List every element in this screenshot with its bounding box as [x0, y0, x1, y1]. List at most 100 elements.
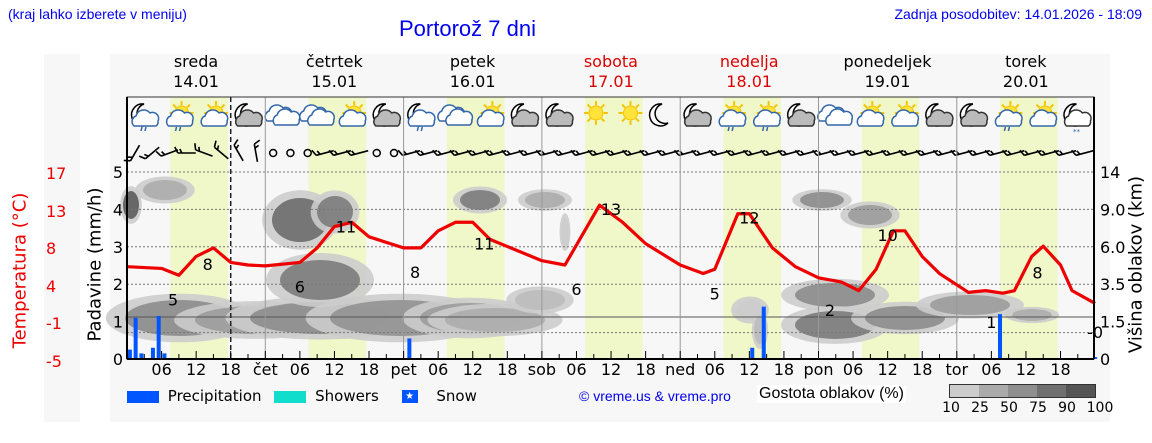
- moon-cloud-icon: [925, 103, 954, 127]
- temperature-tick: 17: [46, 164, 67, 183]
- svg-text:**: **: [1073, 128, 1081, 136]
- svg-text:5: 5: [168, 290, 178, 309]
- svg-text:3: 3: [113, 238, 123, 257]
- temperature-tick: -1: [46, 314, 62, 333]
- day-header: ponedeljek 19.01: [843, 52, 932, 91]
- svg-text:3.5: 3.5: [1100, 275, 1125, 294]
- density-tick: 10: [942, 400, 960, 416]
- svg-text:06: 06: [428, 360, 448, 379]
- svg-text:1: 1: [113, 313, 123, 332]
- sun-icon: [618, 101, 643, 125]
- svg-text:18: 18: [1050, 360, 1070, 379]
- density-tick: 90: [1058, 400, 1076, 416]
- svg-text:8: 8: [203, 255, 213, 274]
- legend: Precipitation Showers ★ Snow: [127, 387, 477, 405]
- svg-text:06: 06: [705, 360, 725, 379]
- cloud-density-scale: [949, 384, 1096, 398]
- moon-cloud-snow-icon: **: [1063, 103, 1092, 136]
- cloud-icon: [817, 104, 853, 126]
- moon-cloud-rain-icon: [407, 103, 436, 132]
- last-updated: Zadnja posodobitev: 14.01.2026 - 18:09: [894, 6, 1142, 22]
- svg-text:tor: tor: [945, 360, 968, 379]
- moon-icon: [648, 103, 669, 127]
- grid-lines: [127, 97, 1094, 359]
- sun-cloud-icon: [891, 101, 920, 127]
- svg-text:06: 06: [981, 360, 1001, 379]
- temperature-tick: 8: [46, 239, 57, 258]
- svg-text:18: 18: [221, 360, 241, 379]
- day-header: sobota 17.01: [583, 52, 638, 91]
- svg-text:12: 12: [1016, 360, 1036, 379]
- density-tick: 50: [1000, 400, 1018, 416]
- cloud-icon: [264, 104, 301, 126]
- moon-cloud-icon: [787, 103, 816, 127]
- precipitation-bars: [127, 306, 1098, 359]
- svg-text:1.5: 1.5: [1100, 313, 1125, 332]
- svg-text:12: 12: [877, 360, 897, 379]
- svg-text:14: 14: [1100, 163, 1120, 182]
- sun-icon: [584, 101, 608, 125]
- svg-text:06: 06: [843, 360, 863, 379]
- precipitation-swatch: [127, 390, 159, 403]
- legend-showers: Showers: [315, 387, 379, 405]
- day-header: sreda 14.01: [173, 52, 219, 91]
- density-tick: 25: [971, 400, 989, 416]
- cloud-icon: [437, 104, 474, 126]
- day-header: nedelja 18.01: [719, 52, 779, 91]
- day-header: četrtek 15.01: [305, 52, 363, 91]
- temperature-axis-panel: [44, 54, 80, 422]
- svg-text:pon: pon: [803, 360, 833, 379]
- cloud-density-field: [105, 176, 1059, 349]
- day-header: torek 20.01: [1002, 52, 1049, 91]
- temperature-tick: 13: [46, 201, 67, 221]
- cloud-density-label: Gostota oblakov (%): [757, 385, 906, 403]
- svg-text:-0: -0: [1087, 323, 1103, 342]
- svg-text:1: 1: [986, 313, 996, 332]
- wind-barbs-row: [123, 139, 1094, 163]
- showers-swatch: [274, 390, 307, 403]
- moon-cloud-icon: [959, 103, 989, 127]
- copyright-link[interactable]: © vreme.us & vreme.pro: [579, 388, 731, 404]
- weather-icons-row: **: [130, 101, 1092, 136]
- svg-text:6.0: 6.0: [1100, 238, 1125, 257]
- sun-cloud-icon: [338, 101, 367, 127]
- svg-text:06: 06: [151, 360, 171, 379]
- svg-text:5: 5: [113, 163, 123, 182]
- svg-text:sob: sob: [528, 360, 556, 379]
- svg-text:8: 8: [1032, 263, 1042, 282]
- sun-cloud-rain-icon: [718, 101, 747, 132]
- svg-text:pet: pet: [390, 360, 416, 379]
- svg-text:9.0: 9.0: [1100, 200, 1125, 219]
- svg-text:ned: ned: [665, 360, 695, 379]
- moon-cloud-rain-icon: [130, 103, 160, 132]
- svg-text:10: 10: [877, 226, 897, 245]
- sun-cloud-rain-icon: [165, 101, 194, 132]
- temperature-line: [126, 203, 1096, 305]
- sun-cloud-icon: [856, 101, 885, 127]
- legend-snow: Snow: [436, 387, 477, 405]
- svg-text:06: 06: [290, 360, 310, 379]
- svg-text:11: 11: [474, 234, 494, 253]
- svg-text:18: 18: [912, 360, 932, 379]
- svg-text:12: 12: [739, 360, 759, 379]
- sun-cloud-rain-icon: [994, 101, 1023, 132]
- cloud-icon: [299, 104, 335, 126]
- moon-cloud-icon: [372, 103, 402, 127]
- page-title: Portorož 7 dni: [399, 16, 536, 41]
- svg-text:18: 18: [359, 360, 379, 379]
- svg-text:06: 06: [566, 360, 586, 379]
- svg-text:4: 4: [113, 200, 123, 219]
- temperature-tick: -5: [46, 351, 62, 371]
- moon-cloud-icon: [683, 103, 712, 127]
- sun-cloud-icon: [200, 101, 229, 127]
- moon-cloud-icon: [545, 103, 574, 127]
- plot-frame: [126, 96, 1095, 360]
- svg-text:6: 6: [571, 280, 581, 299]
- svg-text:12: 12: [601, 360, 621, 379]
- svg-text:čet: čet: [253, 360, 278, 379]
- svg-text:8: 8: [410, 263, 420, 282]
- svg-text:0: 0: [113, 350, 123, 369]
